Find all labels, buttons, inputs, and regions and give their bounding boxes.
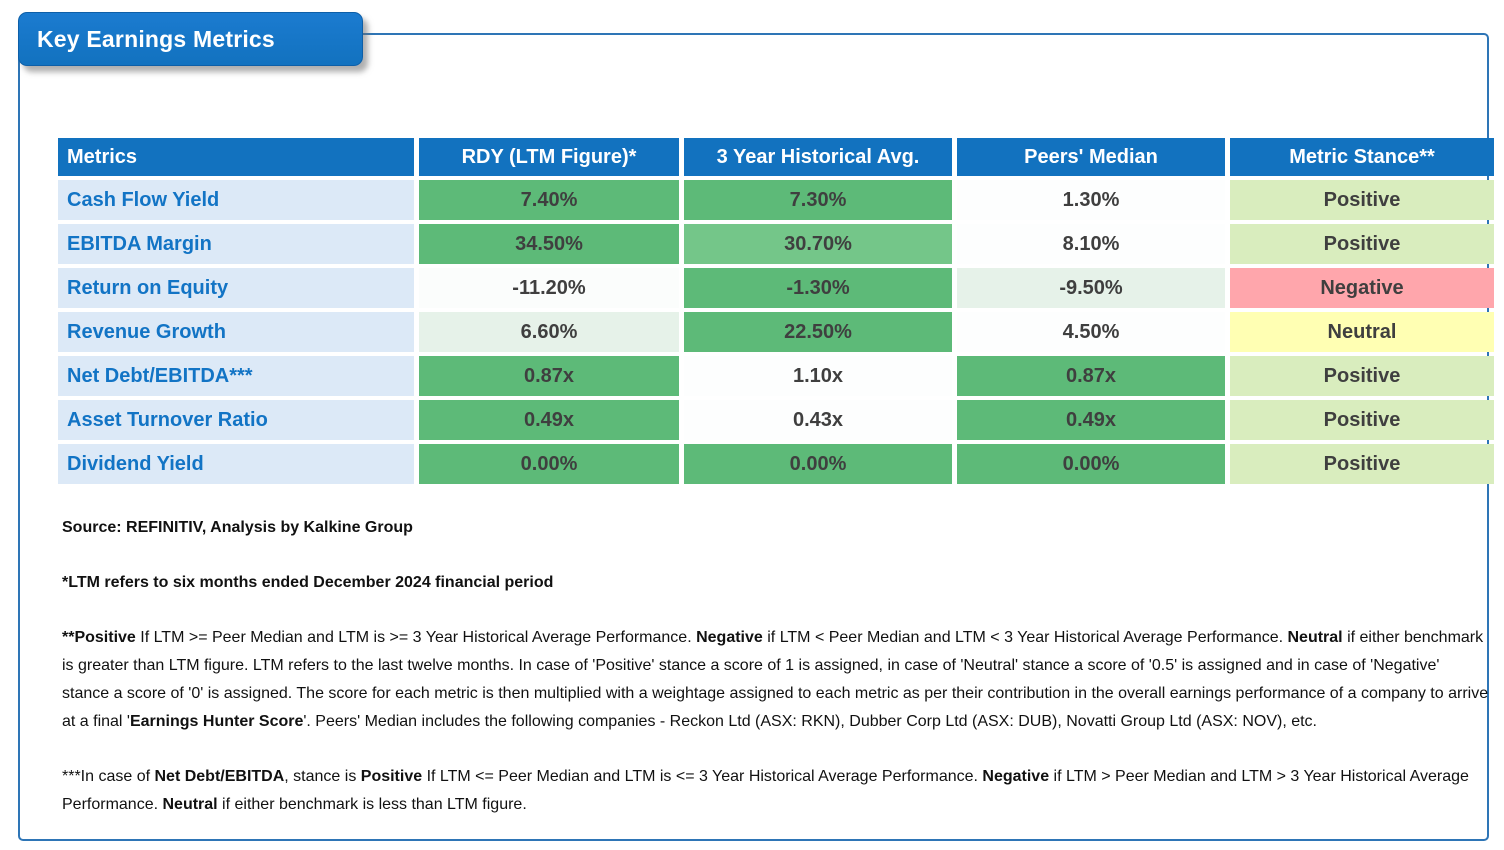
table-row: Dividend Yield 0.00% 0.00% 0.00% Positive xyxy=(58,444,1494,484)
key-earnings-metrics-table: Metrics RDY (LTM Figure)* 3 Year Historica… xyxy=(53,134,1499,488)
footnote-text: Source: REFINITIV, Analysis by Kalkine G… xyxy=(62,519,413,536)
table-row: EBITDA Margin 34.50% 30.70% 8.10% Positive xyxy=(58,224,1494,264)
table-header-row: Metrics RDY (LTM Figure)* 3 Year Historica… xyxy=(58,138,1494,176)
metric-name: Dividend Yield xyxy=(58,444,414,484)
footnote-text: if either benchmark is greater than LTM … xyxy=(62,629,1489,730)
value-cell: 0.43x xyxy=(684,400,952,440)
footnote: ***In case of Net Debt/EBITDA, stance is… xyxy=(62,763,1489,819)
value-cell: -9.50% xyxy=(957,268,1225,308)
footnote-text: Positive xyxy=(360,768,423,785)
value-cell: 4.50% xyxy=(957,312,1225,352)
metric-name: Net Debt/EBITDA*** xyxy=(58,356,414,396)
value-cell: 1.30% xyxy=(957,180,1225,220)
table-row: Return on Equity -11.20% -1.30% -9.50% Negat… xyxy=(58,268,1494,308)
footnote-text: *LTM refers to six months ended December… xyxy=(62,574,554,591)
footnote-text: if LTM > Peer Median and LTM > 3 Year Hi… xyxy=(62,768,1469,813)
footnote-text: If LTM <= Peer Median and LTM is <= 3 Ye… xyxy=(422,768,983,785)
value-cell: 0.87x xyxy=(957,356,1225,396)
report-content: Metrics RDY (LTM Figure)* 3 Year Historica… xyxy=(40,68,1504,846)
value-cell: 0.49x xyxy=(957,400,1225,440)
footnote-text: Earnings Hunter Score xyxy=(129,713,304,730)
column-header: 3 Year Historical Avg. xyxy=(684,138,952,176)
column-header: Peers' Median xyxy=(957,138,1225,176)
column-header: Metric Stance** xyxy=(1230,138,1494,176)
footnote-text: if either benchmark is less than LTM fig… xyxy=(217,796,527,813)
metric-name: Cash Flow Yield xyxy=(58,180,414,220)
table-row: Net Debt/EBITDA*** 0.87x 1.10x 0.87x Positiv… xyxy=(58,356,1494,396)
value-cell: -11.20% xyxy=(419,268,679,308)
value-cell: 30.70% xyxy=(684,224,952,264)
stance-cell: Positive xyxy=(1230,444,1494,484)
footnote: Source: REFINITIV, Analysis by Kalkine G… xyxy=(62,514,1489,542)
stance-cell: Negative xyxy=(1230,268,1494,308)
footnote-text: Neutral xyxy=(1287,629,1343,646)
table-body: Cash Flow Yield 7.40% 7.30% 1.30% Positive EB… xyxy=(58,180,1494,484)
footnote-text: , stance is xyxy=(284,768,361,785)
value-cell: 7.30% xyxy=(684,180,952,220)
footnotes: Source: REFINITIV, Analysis by Kalkine G… xyxy=(62,514,1489,819)
footnote-text: ***In case of xyxy=(62,768,155,785)
value-cell: 0.49x xyxy=(419,400,679,440)
metric-name: Asset Turnover Ratio xyxy=(58,400,414,440)
footnote-text: Negative xyxy=(982,768,1050,785)
value-cell: 0.87x xyxy=(419,356,679,396)
column-header: Metrics xyxy=(58,138,414,176)
value-cell: 0.00% xyxy=(957,444,1225,484)
table-row: Revenue Growth 6.60% 22.50% 4.50% Neutral xyxy=(58,312,1494,352)
value-cell: 0.00% xyxy=(419,444,679,484)
footnote-text: If LTM >= Peer Median and LTM is >= 3 Ye… xyxy=(135,629,697,646)
stance-cell: Positive xyxy=(1230,224,1494,264)
value-cell: 1.10x xyxy=(684,356,952,396)
stance-cell: Positive xyxy=(1230,356,1494,396)
page-title: Key Earnings Metrics xyxy=(37,25,275,52)
report-border-box: Metrics RDY (LTM Figure)* 3 Year Historica… xyxy=(18,33,1494,841)
value-cell: 8.10% xyxy=(957,224,1225,264)
value-cell: 34.50% xyxy=(419,224,679,264)
footnote-text: Neutral xyxy=(162,796,218,813)
title-tab: Key Earnings Metrics xyxy=(18,12,363,66)
table-row: Cash Flow Yield 7.40% 7.30% 1.30% Positive xyxy=(58,180,1494,220)
stance-cell: Neutral xyxy=(1230,312,1494,352)
footnote-text: if LTM < Peer Median and LTM < 3 Year Hi… xyxy=(762,629,1288,646)
table-row: Asset Turnover Ratio 0.49x 0.43x 0.49x Posit… xyxy=(58,400,1494,440)
metric-name: Revenue Growth xyxy=(58,312,414,352)
value-cell: 0.00% xyxy=(684,444,952,484)
value-cell: 7.40% xyxy=(419,180,679,220)
stance-cell: Positive xyxy=(1230,180,1494,220)
metric-name: EBITDA Margin xyxy=(58,224,414,264)
footnote-text: Net Debt/EBITDA xyxy=(154,768,285,785)
column-header: RDY (LTM Figure)* xyxy=(419,138,679,176)
value-cell: -1.30% xyxy=(684,268,952,308)
value-cell: 6.60% xyxy=(419,312,679,352)
footnote-text: **Positive xyxy=(62,629,136,646)
footnote: **Positive If LTM >= Peer Median and LTM… xyxy=(62,624,1489,736)
footnote: *LTM refers to six months ended December… xyxy=(62,569,1489,597)
stance-cell: Positive xyxy=(1230,400,1494,440)
footnote-text: Negative xyxy=(696,629,763,646)
metric-name: Return on Equity xyxy=(58,268,414,308)
value-cell: 22.50% xyxy=(684,312,952,352)
footnote-text: '. Peers' Median includes the following … xyxy=(303,713,1317,730)
